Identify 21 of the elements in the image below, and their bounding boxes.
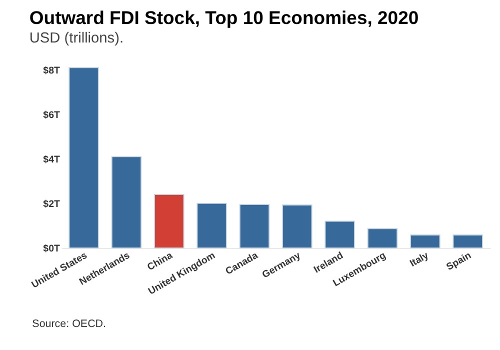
bar (239, 204, 270, 248)
bar (68, 67, 99, 248)
y-tick-label: $4T (43, 154, 60, 166)
bar (282, 204, 312, 248)
source-note: Source: OECD. (32, 318, 106, 330)
x-tick-label: Spain (444, 250, 474, 273)
y-tick-label: $8T (43, 65, 60, 76)
x-tick-label: China (146, 250, 176, 274)
bar (111, 156, 142, 248)
chart-subtitle: USD (trillions). (29, 30, 124, 47)
y-tick-label: $2T (43, 198, 60, 210)
chart-title: Outward FDI Stock, Top 10 Economies, 2020 (29, 7, 419, 28)
y-tick-label: $0T (43, 243, 60, 254)
bar (154, 194, 184, 248)
x-tick-label: Italy (408, 250, 432, 270)
bar (324, 220, 355, 248)
bar (452, 234, 483, 248)
y-tick-label: $6T (43, 110, 60, 121)
bar (196, 202, 227, 248)
bar (410, 234, 440, 248)
bar (367, 228, 398, 248)
